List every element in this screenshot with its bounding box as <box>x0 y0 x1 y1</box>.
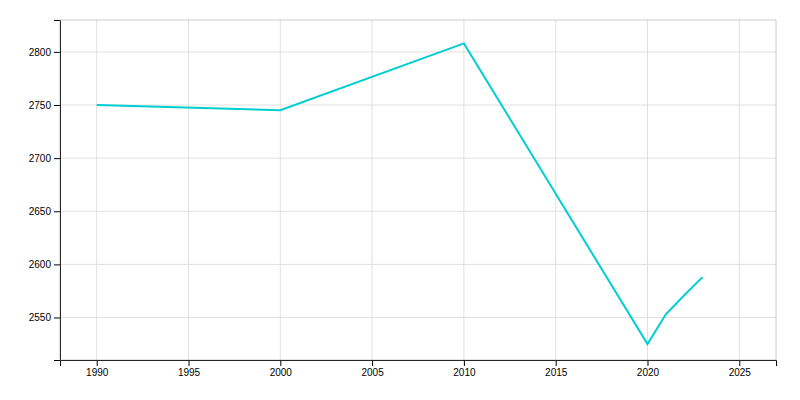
x-axis-tick-label: 1990 <box>86 367 109 378</box>
y-axis-tick-label: 2700 <box>29 153 52 164</box>
grid-line-x <box>96 20 97 360</box>
x-axis-tick-mark <box>556 360 557 366</box>
x-axis-tick: 2025 <box>729 360 752 378</box>
x-axis-tick-mark <box>464 360 465 366</box>
y-axis-tick: 2700 <box>29 153 60 164</box>
grid-line-x <box>463 20 464 360</box>
plot-area: 1990 1995 2000 2005 2010 2015 2020 2025 2550 2600… <box>29 20 777 378</box>
x-axis-tick-mark <box>739 360 740 366</box>
x-axis-tick-label: 2025 <box>729 367 752 378</box>
y-axis: 2550 2600 2650 2700 2750 2800 <box>29 21 61 361</box>
y-axis-tick: 2750 <box>29 100 60 111</box>
x-axis-tick-mark <box>97 360 98 366</box>
marks <box>97 43 703 344</box>
x-axis-tick-label: 2000 <box>270 367 293 378</box>
grid-line-y <box>60 264 776 265</box>
x-axis-tick-mark <box>647 360 648 366</box>
grid <box>60 20 776 360</box>
grid-line-x <box>739 20 740 360</box>
grid-line-y <box>60 158 776 159</box>
y-axis-tick: 2800 <box>29 47 60 58</box>
grid-line-y <box>60 211 776 212</box>
y-axis-tick-mark <box>54 318 60 319</box>
x-axis-tick-label: 2005 <box>361 367 384 378</box>
x-axis-tick: 2015 <box>545 360 568 378</box>
x-axis-line <box>61 361 777 367</box>
x-axis: 1990 1995 2000 2005 2010 2015 2020 2025 <box>61 360 777 378</box>
y-axis-tick-label: 2650 <box>29 206 52 217</box>
x-axis-tick: 2020 <box>637 360 660 378</box>
grid-line-y <box>60 105 776 106</box>
x-axis-tick-mark <box>372 360 373 366</box>
y-axis-tick: 2550 <box>29 312 60 323</box>
y-axis-line <box>54 21 61 361</box>
grid-line-x <box>372 20 373 360</box>
grid-line-x <box>188 20 189 360</box>
y-axis-tick-mark <box>54 158 60 159</box>
x-axis-tick-label: 2020 <box>637 367 660 378</box>
grid-line-x <box>555 20 556 360</box>
x-axis-tick: 1995 <box>178 360 201 378</box>
y-axis-tick-label: 2750 <box>29 100 52 111</box>
y-axis-tick-label: 2550 <box>29 312 52 323</box>
data-line <box>97 43 703 344</box>
grid-line-x <box>647 20 648 360</box>
x-axis-tick-label: 2015 <box>545 367 568 378</box>
y-axis-tick-mark <box>54 52 60 53</box>
y-axis-tick-mark <box>54 105 60 106</box>
y-axis-tick: 2650 <box>29 206 60 217</box>
x-axis-tick: 2000 <box>270 360 293 378</box>
y-axis-tick-mark <box>54 211 60 212</box>
grid-line-x <box>280 20 281 360</box>
grid-line-y <box>60 51 776 52</box>
plot-frame <box>60 20 776 360</box>
grid-line-y <box>60 317 776 318</box>
chart-svg: 1990 1995 2000 2005 2010 2015 2020 2025 2550 2600… <box>0 0 800 400</box>
y-axis-tick-label: 2600 <box>29 259 52 270</box>
y-axis-tick-label: 2800 <box>29 47 52 58</box>
chart-container: 1990 1995 2000 2005 2010 2015 2020 2025 2550 2600… <box>0 0 800 400</box>
x-axis-tick: 2005 <box>361 360 384 378</box>
x-axis-tick-label: 2010 <box>453 367 476 378</box>
x-axis-tick-label: 1995 <box>178 367 201 378</box>
x-axis-tick-mark <box>189 360 190 366</box>
y-axis-tick: 2600 <box>29 259 60 270</box>
x-axis-tick: 2010 <box>453 360 476 378</box>
y-axis-tick-mark <box>54 264 60 265</box>
x-axis-tick: 1990 <box>86 360 109 378</box>
x-axis-tick-mark <box>280 360 281 366</box>
